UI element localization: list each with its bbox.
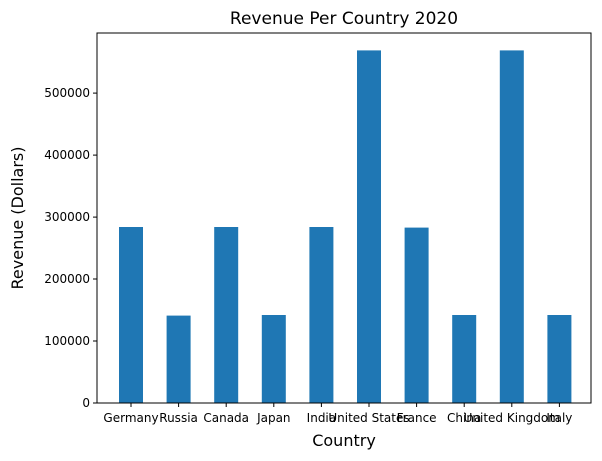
y-axis-label: Revenue (Dollars) bbox=[8, 147, 27, 290]
x-tick-label: India bbox=[307, 411, 336, 425]
chart-title: Revenue Per Country 2020 bbox=[230, 9, 458, 29]
plot-frame bbox=[96, 32, 592, 404]
bar bbox=[357, 50, 381, 404]
x-tick-label: Germany bbox=[103, 411, 158, 425]
y-tick-label: 100000 bbox=[44, 334, 90, 348]
x-tick-label: Italy bbox=[546, 411, 572, 425]
y-tick-label: 300000 bbox=[44, 210, 90, 224]
x-tick-label: Japan bbox=[256, 411, 290, 425]
x-tick-label: Russia bbox=[159, 411, 198, 425]
bar bbox=[452, 315, 477, 403]
bar bbox=[119, 227, 143, 403]
bar bbox=[261, 315, 286, 403]
y-tick-label: 200000 bbox=[44, 272, 90, 286]
bar bbox=[214, 227, 239, 403]
bar bbox=[499, 50, 524, 404]
bar bbox=[166, 315, 191, 403]
y-tick-label: 0 bbox=[82, 396, 90, 410]
x-tick-label: France bbox=[397, 411, 437, 425]
x-tick-label: Canada bbox=[203, 411, 249, 425]
x-tick-label: United Kingdom bbox=[464, 411, 560, 425]
bar bbox=[404, 227, 429, 403]
x-tick-label: China bbox=[447, 411, 481, 425]
bars-group bbox=[119, 50, 572, 404]
y-axis-ticks: 0 100000 200000 300000 400000 500000 bbox=[44, 86, 97, 410]
bar bbox=[547, 315, 572, 403]
y-tick-label: 400000 bbox=[44, 148, 90, 162]
x-axis-label: Country bbox=[312, 431, 376, 450]
x-tick-label: United States bbox=[328, 411, 409, 425]
bar bbox=[309, 227, 334, 403]
y-tick-label: 500000 bbox=[44, 86, 90, 100]
